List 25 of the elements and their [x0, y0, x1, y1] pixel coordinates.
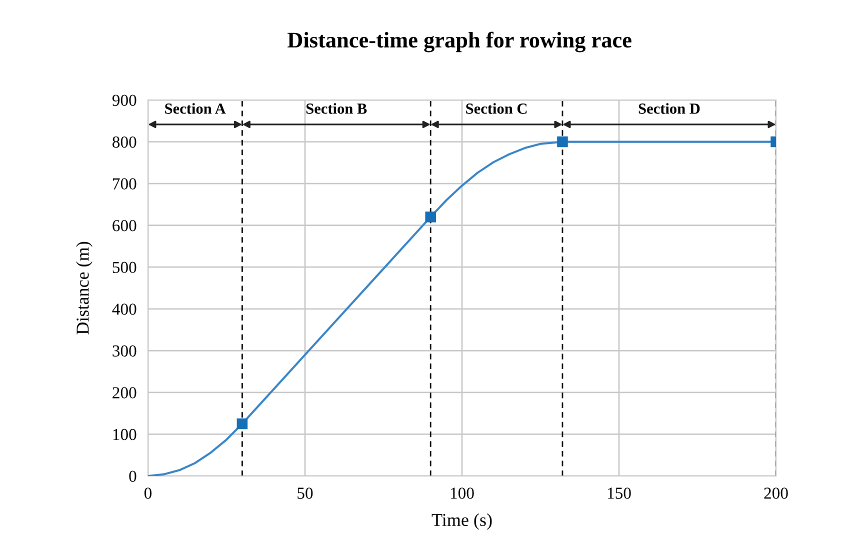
y-tick-label: 0: [129, 470, 136, 482]
y-tick-label: 900: [112, 94, 136, 106]
x-tick-label: 200: [764, 488, 788, 499]
y-tick-label: 500: [112, 262, 136, 274]
annotation: Section B: [306, 103, 367, 114]
y-tick-label: 400: [112, 304, 136, 315]
y-tick-label: 600: [112, 220, 136, 232]
x-tick-label: 100: [450, 488, 474, 499]
y-tick-label: 300: [112, 345, 136, 357]
point: [425, 212, 436, 222]
x-tick-label: 150: [608, 488, 631, 499]
annotation: Section D: [638, 103, 700, 114]
y-tick-label: 700: [112, 178, 136, 190]
point: [557, 136, 568, 148]
x-tick-label: 0: [144, 488, 152, 499]
annotation: Section C: [466, 103, 527, 114]
y-tick-label: 200: [112, 387, 136, 398]
x-tick-label: 50: [298, 488, 313, 499]
y-tick-label: 100: [113, 428, 136, 440]
y-tick-label: 800: [112, 136, 136, 148]
chart-title: Distance-time graph for rowing race: [288, 32, 632, 52]
point: [236, 418, 248, 430]
x-axis-title: Time (s): [432, 513, 492, 530]
y-axis-title: Distance (m): [76, 242, 92, 334]
annotation: Section A: [165, 103, 226, 114]
